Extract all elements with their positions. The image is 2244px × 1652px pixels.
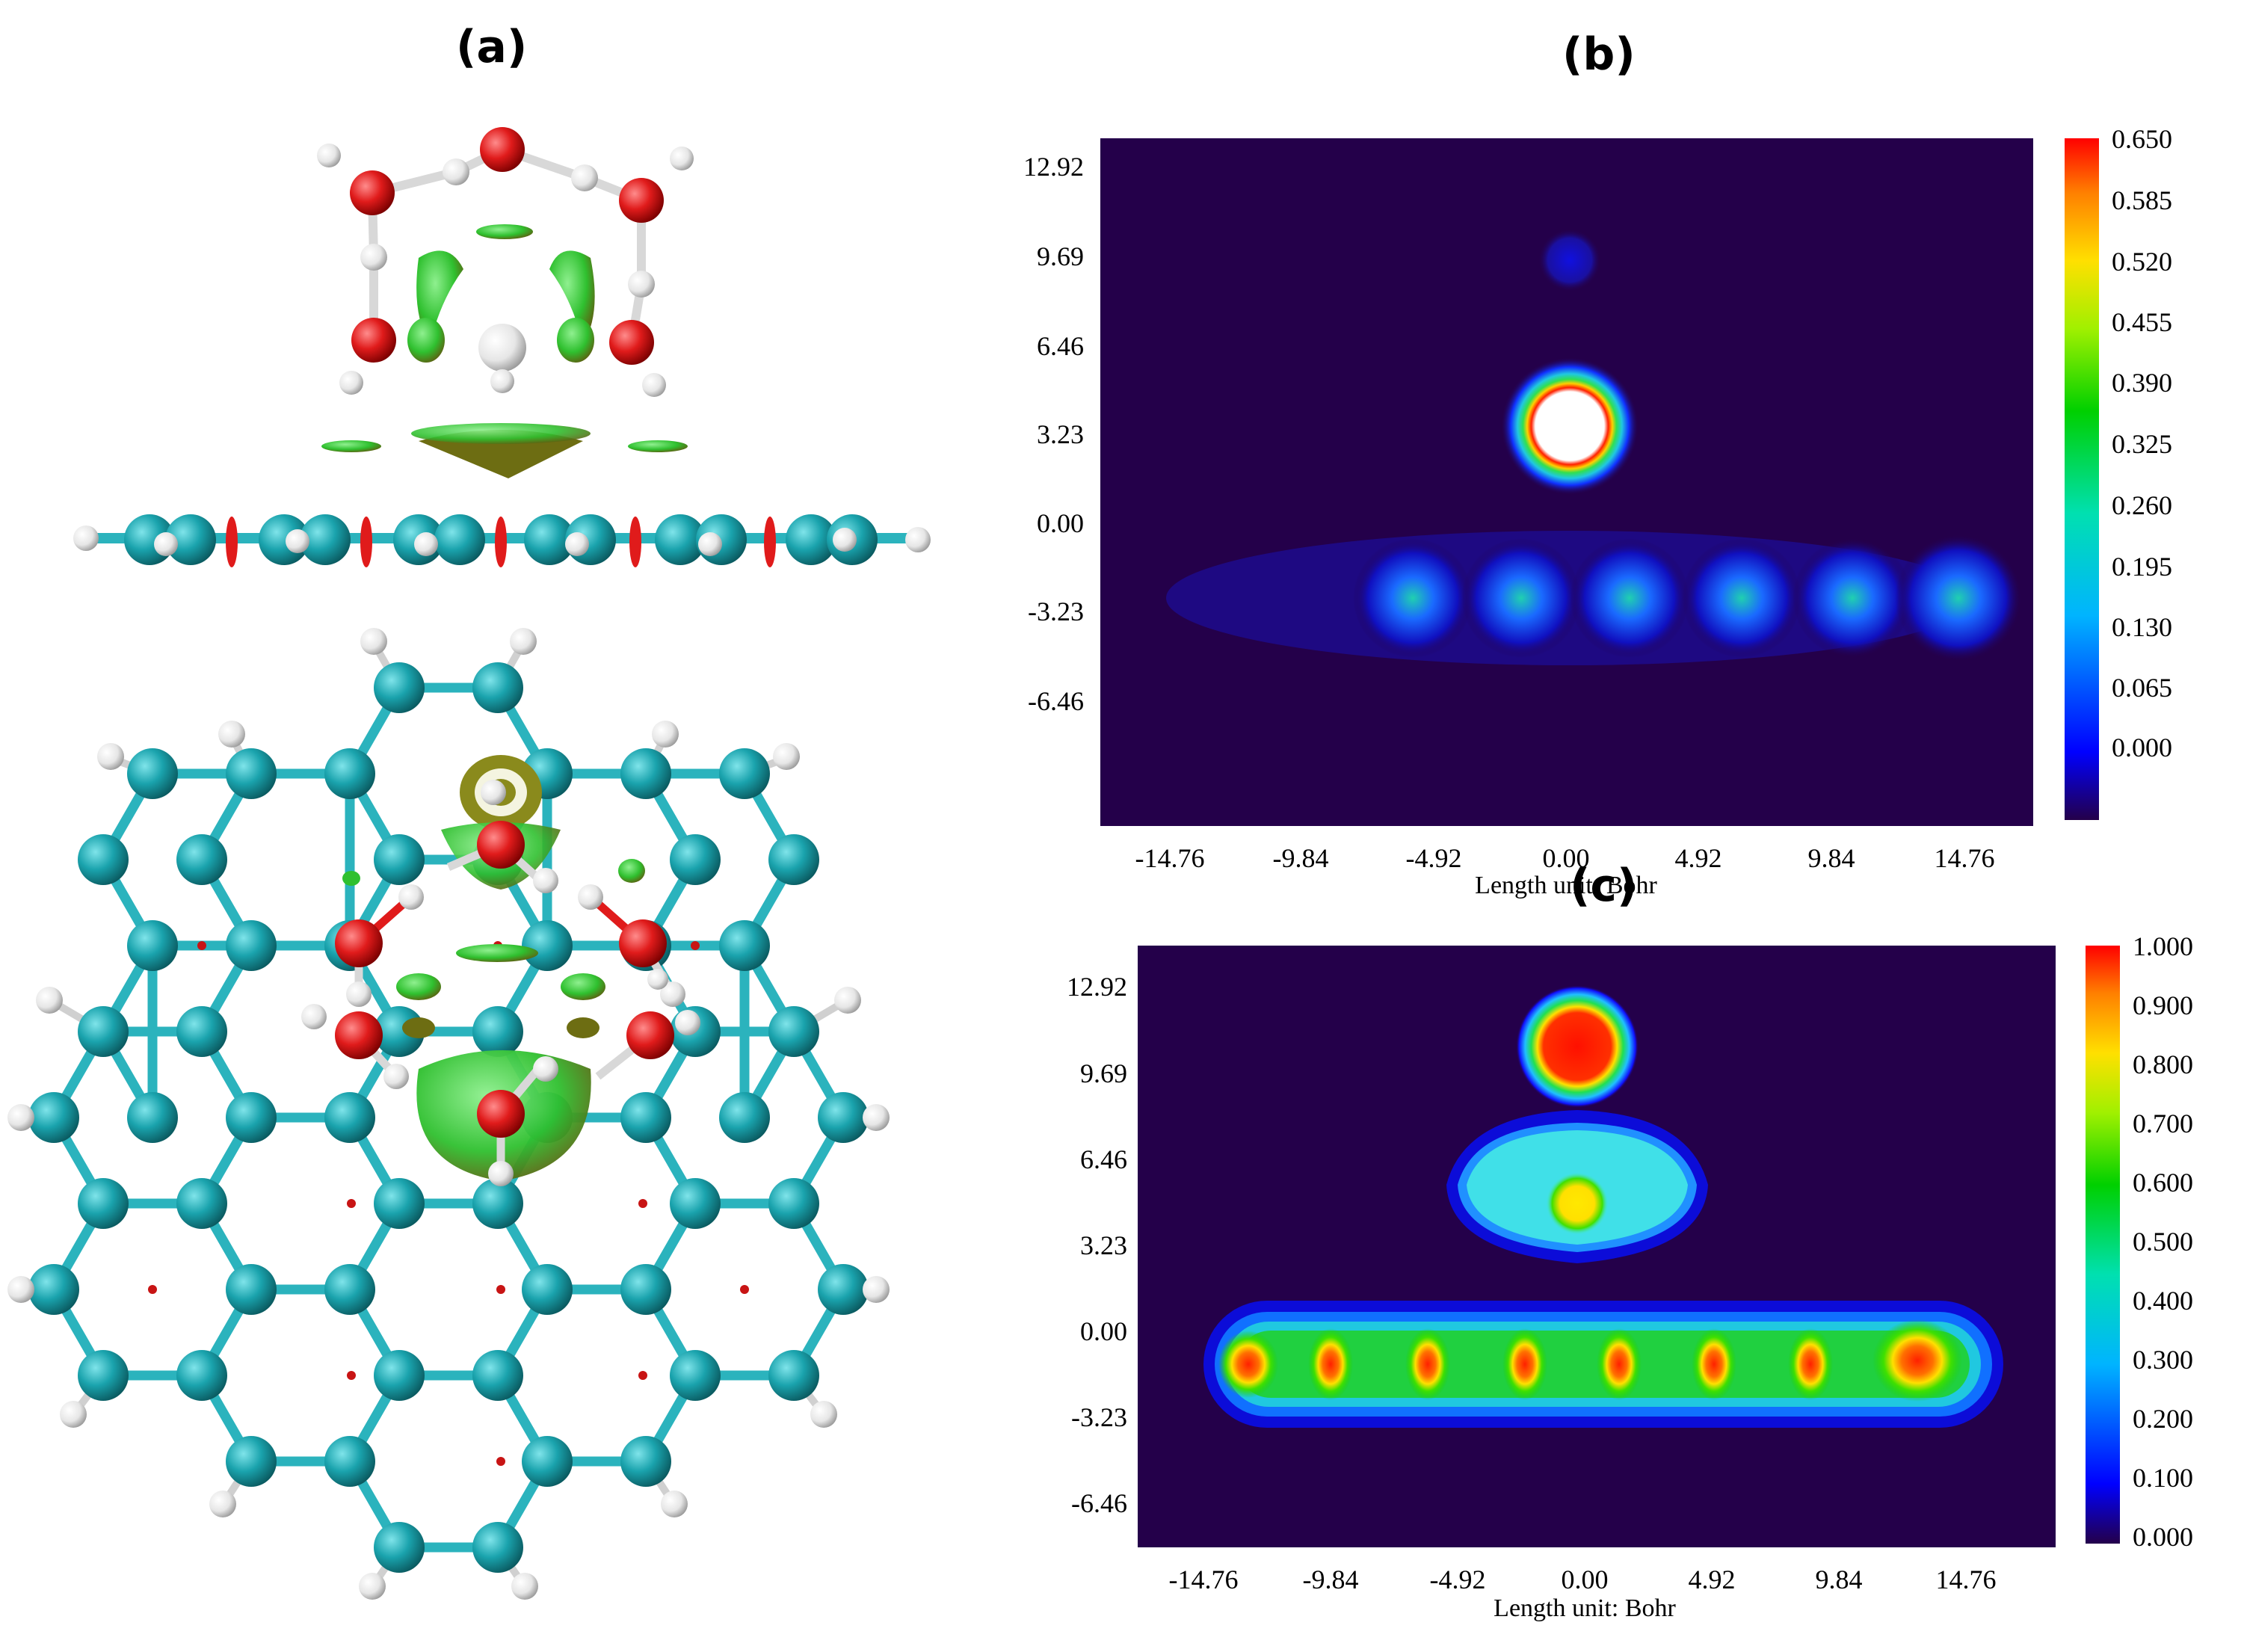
cbar-c-2: 0.800 — [2133, 1050, 2193, 1079]
cbar-c-6: 0.400 — [2133, 1286, 2193, 1316]
xtick-c-1: -9.84 — [1303, 1565, 1359, 1594]
cbar-c-0: 1.000 — [2133, 931, 2193, 961]
cbar-b-9: 0.065 — [2112, 673, 2172, 703]
colorbar-c — [2086, 946, 2120, 1544]
ytick-b-0: 12.92 — [1023, 152, 1084, 182]
side-view-graphene-sheet — [73, 514, 931, 567]
xtick-c-3: 0.00 — [1562, 1565, 1609, 1594]
cbar-b-5: 0.325 — [2112, 429, 2172, 459]
y-axis-c: 12.92 9.69 6.46 3.23 0.00 -3.23 -6.46 — [1067, 972, 1127, 1518]
xtick-c-6: 14.76 — [1936, 1565, 1997, 1594]
side-view-water-cluster — [317, 127, 694, 478]
ytick-c-3: 3.23 — [1080, 1230, 1127, 1260]
ytick-b-3: 3.23 — [1037, 419, 1084, 449]
colorbar-b-ticks: 0.650 0.585 0.520 0.455 0.390 0.325 0.26… — [2112, 124, 2172, 762]
xtick-c-5: 9.84 — [1816, 1565, 1863, 1594]
cbar-b-0: 0.650 — [2112, 124, 2172, 154]
xtick-b-5: 9.84 — [1808, 843, 1855, 873]
ytick-b-1: 9.69 — [1037, 241, 1084, 271]
ytick-c-6: -6.46 — [1071, 1488, 1127, 1518]
ytick-c-0: 12.92 — [1067, 972, 1127, 1002]
cbar-b-2: 0.520 — [2112, 247, 2172, 277]
x-axis-c: -14.76 -9.84 -4.92 0.00 4.92 9.84 14.76 … — [1169, 1565, 1997, 1622]
cbar-c-8: 0.200 — [2133, 1404, 2193, 1434]
ytick-c-4: 0.00 — [1080, 1316, 1127, 1346]
cbar-b-3: 0.455 — [2112, 307, 2172, 337]
contour-map-b: 12.92 9.69 6.46 3.23 0.00 -3.23 -6.46 -1… — [1023, 124, 2172, 899]
xtick-b-4: 4.92 — [1675, 843, 1722, 873]
y-axis-b: 12.92 9.69 6.46 3.23 0.00 -3.23 -6.46 — [1023, 152, 1084, 716]
xtick-c-4: 4.92 — [1689, 1565, 1736, 1594]
cbar-c-4: 0.600 — [2133, 1168, 2193, 1198]
cbar-b-4: 0.390 — [2112, 368, 2172, 398]
colorbar-c-ticks: 1.000 0.900 0.800 0.700 0.600 0.500 0.40… — [2133, 931, 2193, 1552]
cbar-b-1: 0.585 — [2112, 185, 2172, 215]
panel-b-label: (b) — [1562, 28, 1636, 81]
xlabel-c: Length unit: Bohr — [1494, 1594, 1676, 1622]
panel-c-label: (c) — [1570, 860, 1638, 912]
panel-a-label: (a) — [456, 21, 528, 73]
cbar-c-9: 0.100 — [2133, 1463, 2193, 1493]
cbar-c-1: 0.900 — [2133, 990, 2193, 1020]
xtick-c-0: -14.76 — [1169, 1565, 1239, 1594]
cbar-b-7: 0.195 — [2112, 552, 2172, 582]
xtick-c-2: -4.92 — [1430, 1565, 1486, 1594]
xtick-b-1: -9.84 — [1273, 843, 1329, 873]
cbar-b-8: 0.130 — [2112, 612, 2172, 642]
ytick-b-2: 6.46 — [1037, 331, 1084, 361]
xtick-b-0: -14.76 — [1135, 843, 1205, 873]
xlabel-b: Length unit: Bohr — [1475, 872, 1657, 899]
ytick-c-1: 9.69 — [1080, 1058, 1127, 1088]
ytick-c-5: -3.23 — [1071, 1402, 1127, 1432]
ytick-c-2: 6.46 — [1080, 1144, 1127, 1174]
cbar-c-10: 0.000 — [2133, 1522, 2193, 1552]
x-axis-b: -14.76 -9.84 -4.92 0.00 4.92 9.84 14.76 … — [1135, 843, 1995, 899]
cbar-c-7: 0.300 — [2133, 1345, 2193, 1375]
cbar-b-6: 0.260 — [2112, 490, 2172, 520]
xtick-b-3: 0.00 — [1543, 843, 1590, 873]
ytick-b-4: 0.00 — [1037, 508, 1084, 538]
cbar-b-10: 0.000 — [2112, 733, 2172, 762]
xtick-b-6: 14.76 — [1935, 843, 1995, 873]
density-features — [1166, 229, 2022, 665]
molecule-panel-a — [7, 127, 931, 1600]
contour-map-c: 12.92 9.69 6.46 3.23 0.00 -3.23 -6.46 -1… — [1067, 931, 2193, 1622]
cbar-c-3: 0.700 — [2133, 1109, 2193, 1138]
cbar-c-5: 0.500 — [2133, 1227, 2193, 1257]
colorbar-b — [2065, 138, 2099, 820]
ytick-b-5: -3.23 — [1028, 597, 1084, 626]
top-view-coronene-with-water — [7, 628, 890, 1600]
density-features — [1203, 985, 2003, 1428]
ytick-b-6: -6.46 — [1028, 686, 1084, 716]
xtick-b-2: -4.92 — [1406, 843, 1462, 873]
